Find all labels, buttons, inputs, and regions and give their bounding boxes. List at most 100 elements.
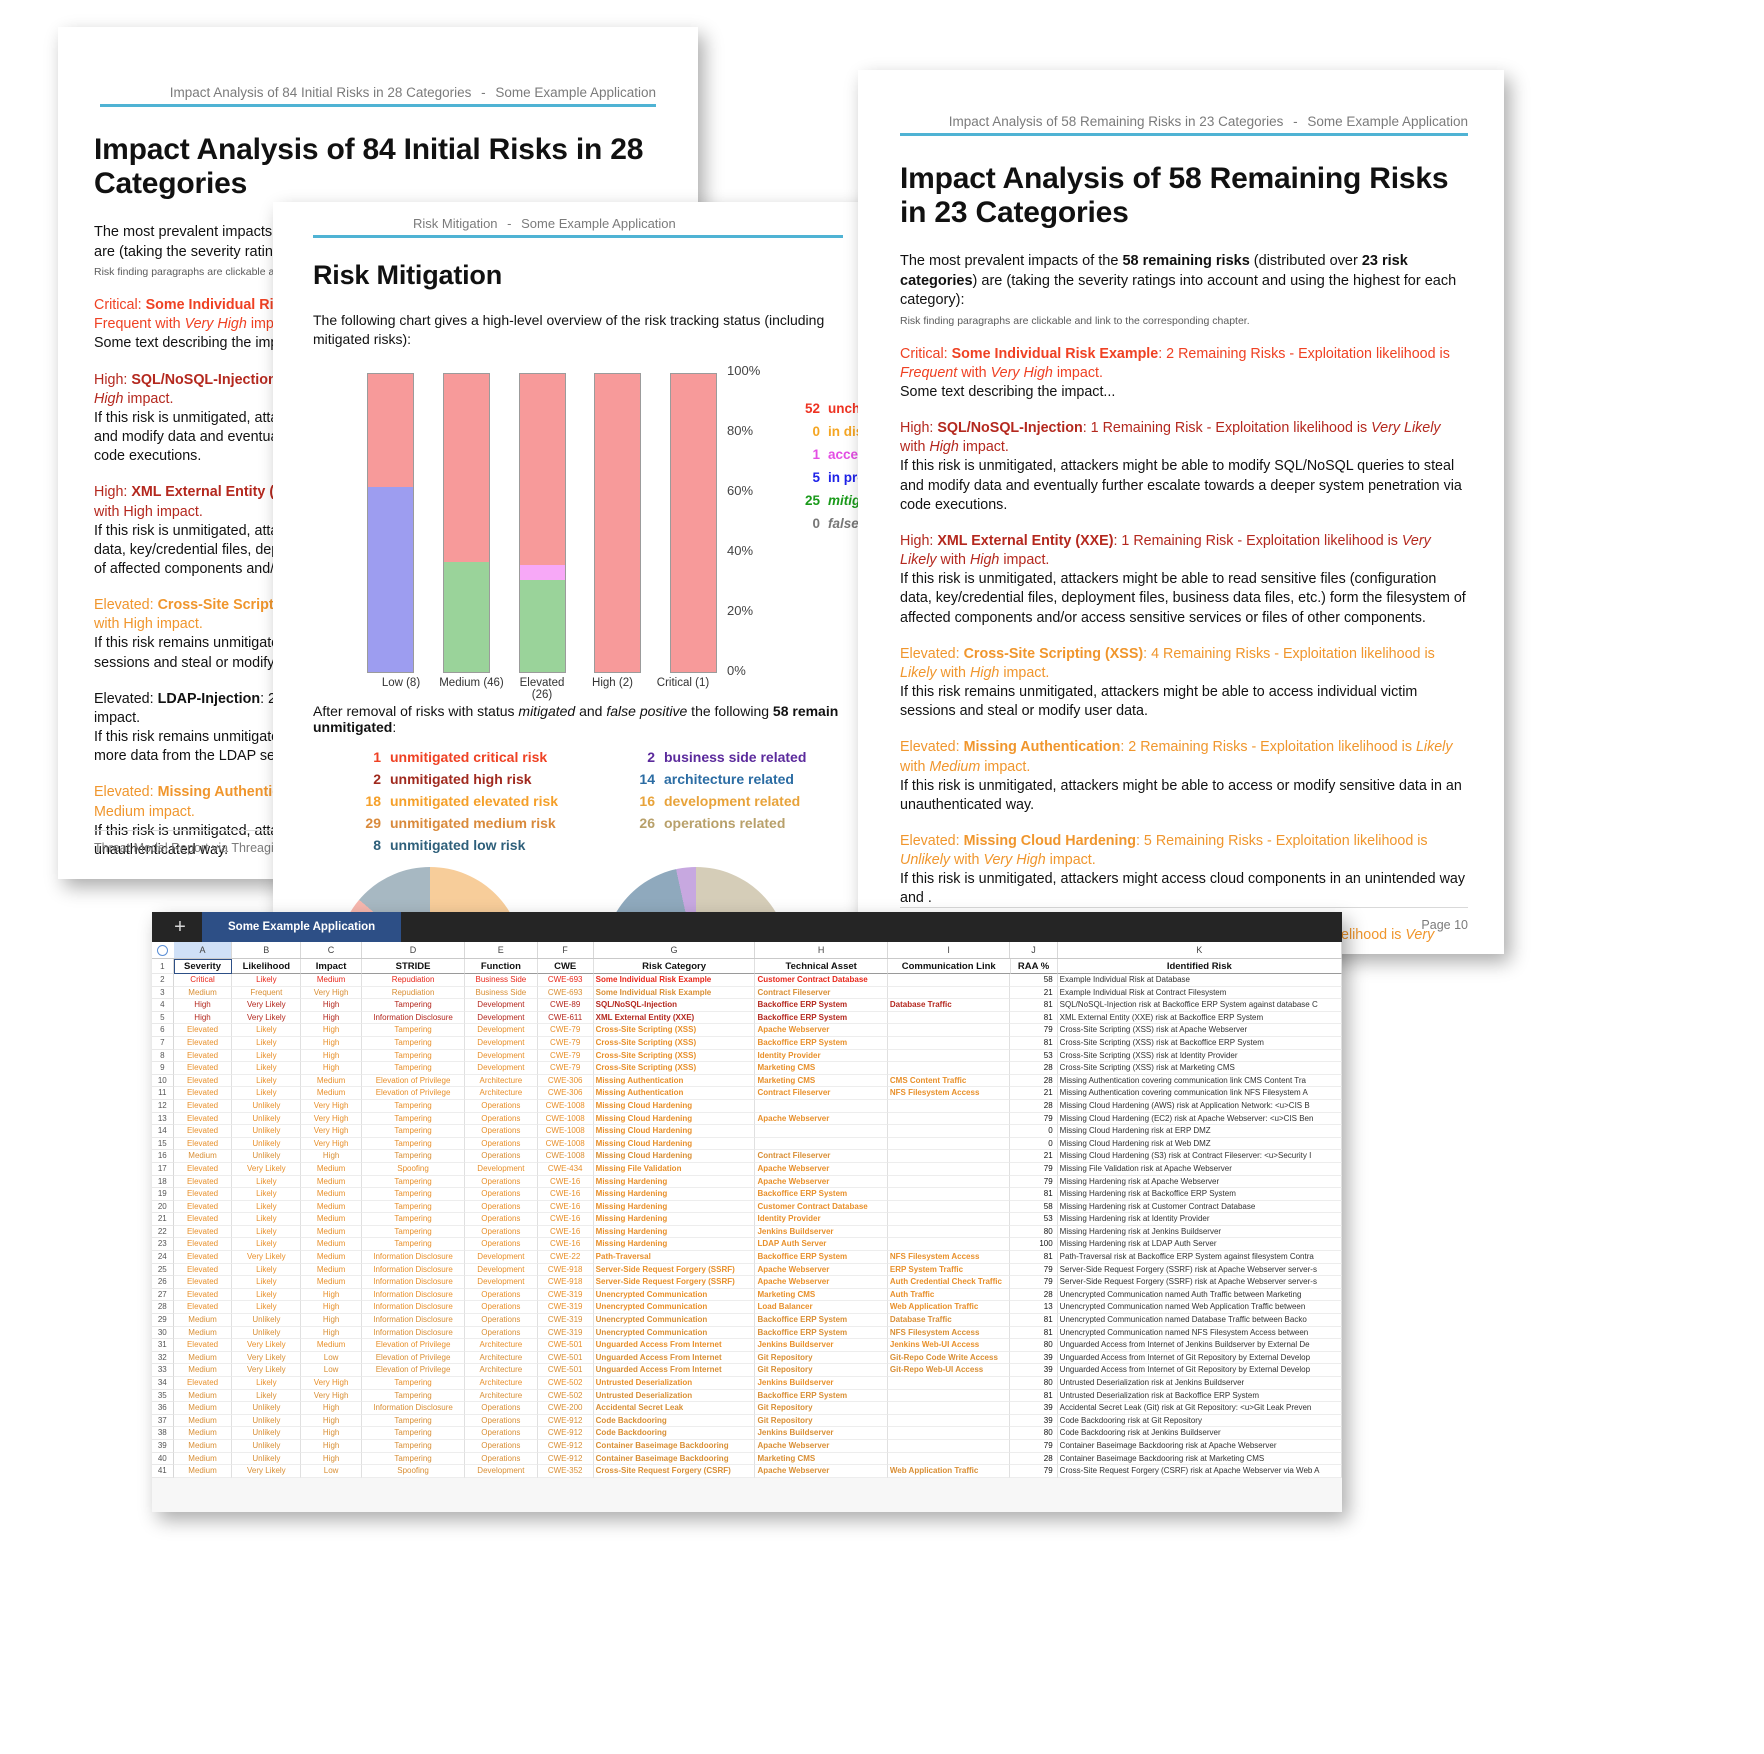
row-number[interactable]: 31	[152, 1339, 174, 1352]
table-cell[interactable]: Development	[465, 1276, 538, 1289]
row-number[interactable]: 39	[152, 1439, 174, 1453]
table-cell[interactable]: Architecture	[465, 1389, 538, 1403]
row-number[interactable]: 40	[152, 1452, 174, 1466]
risk-finding-heading[interactable]: Elevated: Missing Authentication: 2 Rema…	[900, 739, 1453, 775]
table-row[interactable]: 41 Medium Very Likely Low Spoofing Developmen…	[152, 1465, 1342, 1478]
table-cell[interactable]: CWE-1008	[537, 1112, 594, 1126]
table-row[interactable]: 32 Medium Very Likely Low Elevation of Privi…	[152, 1351, 1342, 1365]
table-cell[interactable]: Cross-Site Scripting (XSS) risk at Ident…	[1057, 1049, 1342, 1063]
table-cell[interactable]	[887, 1162, 1011, 1176]
table-cell[interactable]: Unlikely	[232, 1402, 302, 1415]
table-cell[interactable]: Unguarded Access From Internet	[593, 1339, 756, 1352]
table-cell[interactable]: CWE-79	[537, 1036, 594, 1050]
table-cell[interactable]: 58	[1010, 974, 1058, 987]
table-cell[interactable]: CWE-16	[537, 1238, 594, 1252]
column-header-K[interactable]: K	[1057, 942, 1342, 958]
table-cell[interactable]: Critical	[173, 974, 233, 987]
table-cell[interactable]: Jenkins Buildserver	[755, 1225, 888, 1239]
table-cell[interactable]: CWE-912	[537, 1452, 594, 1466]
table-cell[interactable]: Unlikely	[232, 1326, 302, 1340]
row-number[interactable]: 4	[152, 999, 174, 1012]
table-cell[interactable]: Development	[465, 999, 538, 1012]
table-row[interactable]: 15 Elevated Unlikely Very High Tampering Oper…	[152, 1137, 1342, 1151]
table-cell[interactable]: Unlikely	[232, 1125, 302, 1138]
table-cell[interactable]: Operations	[465, 1150, 538, 1163]
table-cell[interactable]	[887, 1150, 1011, 1163]
table-cell[interactable]: Cross-Site Scripting (XSS)	[593, 1024, 756, 1037]
table-cell[interactable]: 79	[1010, 1465, 1058, 1478]
table-cell[interactable]: Spoofing	[362, 1162, 466, 1176]
row-number[interactable]: 20	[152, 1200, 174, 1214]
table-cell[interactable]: Medium	[301, 1339, 363, 1352]
table-cell[interactable]: Development	[465, 1036, 538, 1050]
table-cell[interactable]: Backoffice ERP System	[755, 1314, 888, 1327]
table-cell[interactable]: Likely	[232, 1074, 302, 1088]
row-number[interactable]: 32	[152, 1351, 174, 1365]
table-cell[interactable]: 28	[1010, 1062, 1058, 1075]
table-cell[interactable]: Marketing CMS	[755, 1062, 888, 1075]
row-number[interactable]: 22	[152, 1225, 174, 1239]
table-cell[interactable]: Likely	[232, 1225, 302, 1239]
table-cell[interactable]: High	[173, 999, 233, 1012]
table-row[interactable]: 21 Elevated Likely Medium Tampering Operation…	[152, 1213, 1342, 1226]
table-cell[interactable]: Medium	[173, 1364, 233, 1377]
table-cell[interactable]: Tampering	[362, 1150, 466, 1163]
table-cell[interactable]: CWE-306	[537, 1074, 594, 1088]
row-number[interactable]: 36	[152, 1402, 174, 1415]
column-header-F[interactable]: F	[537, 942, 594, 958]
table-cell[interactable]: Very Likely	[232, 1251, 302, 1264]
risk-finding[interactable]: High: XML External Entity (XXE): 1 Remai…	[900, 532, 1468, 628]
table-cell[interactable]: Unguarded Access from Internet of Jenkin…	[1057, 1339, 1342, 1352]
table-row[interactable]: 39 Medium Unlikely High Tampering Operations C…	[152, 1439, 1342, 1453]
table-cell[interactable]: Unencrypted Communication	[593, 1301, 756, 1315]
table-cell[interactable]: Development	[465, 1263, 538, 1277]
table-cell[interactable]	[755, 1099, 888, 1113]
table-cell[interactable]: Missing Hardening	[593, 1200, 756, 1214]
table-cell[interactable]: Medium	[173, 1452, 233, 1466]
table-cell[interactable]: Likely	[232, 1062, 302, 1075]
table-cell[interactable]: 0	[1010, 1125, 1058, 1138]
column-header-C[interactable]: C	[301, 942, 362, 958]
table-cell[interactable]: Untrusted Deserialization	[593, 1389, 756, 1403]
row-number[interactable]: 11	[152, 1087, 174, 1100]
table-cell[interactable]: Missing Cloud Hardening (S3) risk at Con…	[1057, 1150, 1342, 1163]
risk-finding[interactable]: Elevated: Cross-Site Scripting (XSS): 4 …	[900, 645, 1468, 722]
table-cell[interactable]: Spoofing	[362, 1465, 466, 1478]
row-number[interactable]: 17	[152, 1162, 174, 1176]
column-title[interactable]: Function	[465, 959, 538, 974]
table-cell[interactable]: Development	[465, 1049, 538, 1063]
table-cell[interactable]: Medium	[173, 1414, 233, 1428]
table-cell[interactable]: SQL/NoSQL-Injection risk at Backoffice E…	[1057, 999, 1342, 1012]
column-title[interactable]: Severity	[173, 959, 233, 974]
row-number[interactable]: 34	[152, 1377, 174, 1390]
table-cell[interactable]: Identity Provider	[755, 1049, 888, 1063]
table-cell[interactable]: 81	[1010, 1036, 1058, 1050]
table-cell[interactable]: Missing Authentication covering communic…	[1057, 1087, 1342, 1100]
table-row[interactable]: 27 Elevated Likely High Information Disclosu…	[152, 1288, 1342, 1302]
table-cell[interactable]: 100	[1010, 1238, 1058, 1252]
table-cell[interactable]: LDAP Auth Server	[755, 1238, 888, 1252]
row-number[interactable]: 16	[152, 1150, 174, 1163]
table-cell[interactable]: Medium	[173, 986, 233, 1000]
table-cell[interactable]: Some Individual Risk Example	[593, 974, 756, 987]
table-cell[interactable]: Tampering	[362, 1125, 466, 1138]
row-number[interactable]: 10	[152, 1074, 174, 1088]
table-cell[interactable]: High	[301, 999, 363, 1012]
table-cell[interactable]: Tampering	[362, 1099, 466, 1113]
table-cell[interactable]: CWE-79	[537, 1024, 594, 1037]
risk-finding-heading[interactable]: Elevated: Missing Cloud Hardening: 5 Rem…	[900, 832, 1428, 869]
row-number[interactable]: 15	[152, 1137, 174, 1151]
table-cell[interactable]: Missing Hardening	[593, 1225, 756, 1239]
table-cell[interactable]: Very High	[301, 1389, 363, 1403]
table-cell[interactable]: Operations	[465, 1112, 538, 1126]
table-cell[interactable]: Missing Cloud Hardening	[593, 1150, 756, 1163]
table-cell[interactable]: Medium	[301, 1276, 363, 1289]
table-cell[interactable]: CWE-319	[537, 1314, 594, 1327]
table-cell[interactable]: Medium	[301, 1175, 363, 1189]
table-cell[interactable]: CWE-89	[537, 999, 594, 1012]
table-cell[interactable]: Medium	[301, 1213, 363, 1226]
table-cell[interactable]: Contract Fileserver	[755, 1087, 888, 1100]
table-cell[interactable]: High	[301, 1427, 363, 1440]
table-cell[interactable]: Unencrypted Communication named NFS File…	[1057, 1326, 1342, 1340]
table-cell[interactable]: Missing Cloud Hardening (EC2) risk at Ap…	[1057, 1112, 1342, 1126]
